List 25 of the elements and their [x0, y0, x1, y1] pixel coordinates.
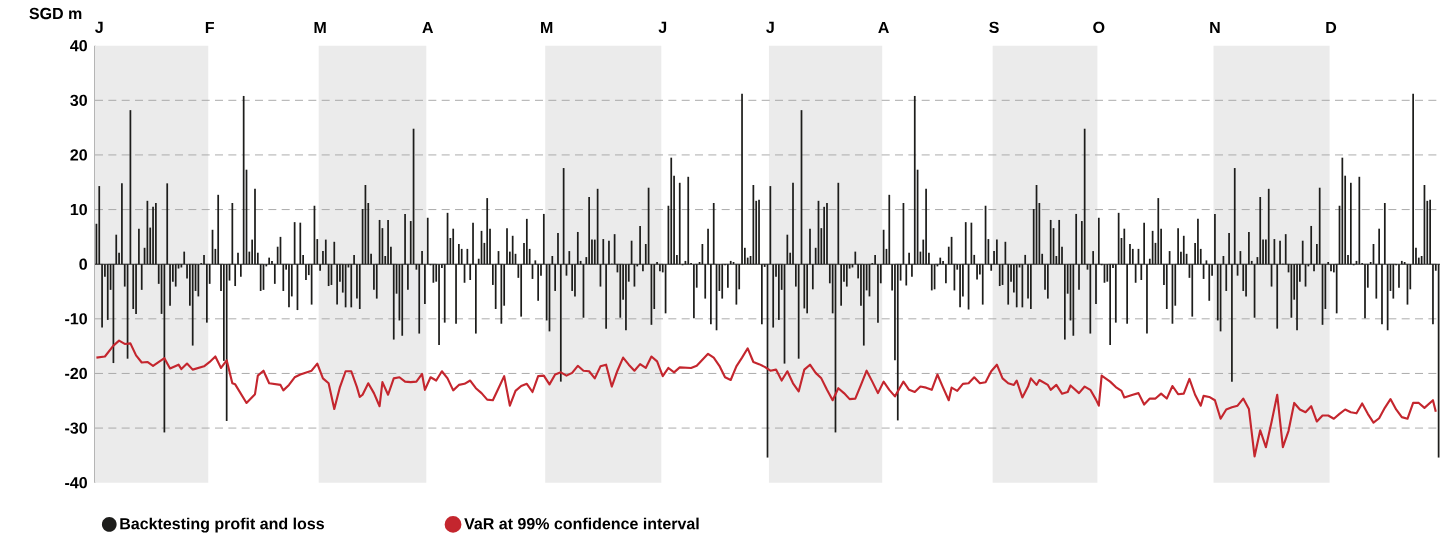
- x-tick-label: D: [1326, 22, 1337, 34]
- x-tick-label: S: [989, 21, 999, 34]
- x-tick-label: A: [422, 22, 434, 34]
- y-tick-label: -40: [65, 477, 87, 489]
- y-tick-label: 20: [70, 149, 87, 161]
- x-tick-label: J: [95, 22, 103, 34]
- y-tick-label: -10: [65, 313, 87, 325]
- legend-label: VaR at 99% confidence interval: [464, 517, 699, 530]
- y-tick-label: 30: [70, 94, 87, 107]
- y-tick-label: 10: [70, 204, 87, 216]
- x-tick-label: A: [878, 22, 889, 34]
- x-tick-label: M: [314, 22, 326, 34]
- y-tick-label: 40: [70, 40, 87, 52]
- x-tick-label: M: [541, 22, 553, 34]
- x-tick-label: F: [205, 22, 214, 34]
- y-tick-label: -30: [65, 422, 87, 434]
- y-tick-label: 0: [79, 258, 87, 271]
- legend-label: Backtesting profit and loss: [120, 517, 324, 533]
- x-tick-label: N: [1210, 22, 1220, 34]
- y-tick-label: -20: [65, 368, 87, 380]
- x-tick-label: J: [658, 22, 667, 34]
- x-tick-label: J: [766, 22, 774, 34]
- x-tick-label: O: [1093, 21, 1105, 34]
- line-series: [95, 339, 1437, 458]
- y-axis-title: SGD m: [29, 8, 82, 20]
